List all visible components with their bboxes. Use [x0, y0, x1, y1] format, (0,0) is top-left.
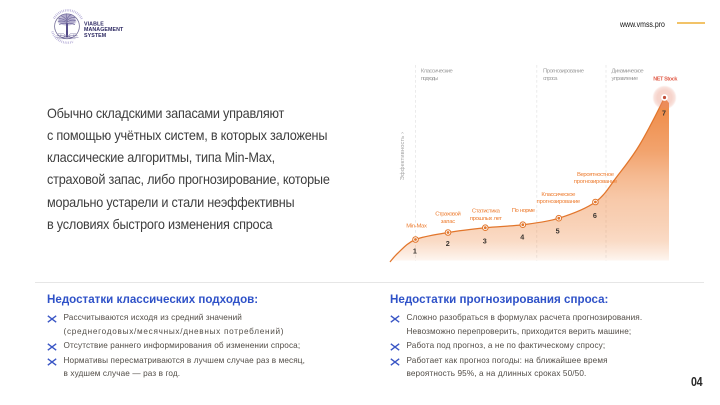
svg-text:управление: управление — [612, 76, 639, 82]
svg-text:Классическое: Классическое — [541, 192, 576, 198]
svg-text:прошлых лет: прошлых лет — [470, 216, 502, 222]
svg-text:3: 3 — [483, 237, 487, 246]
svg-text:запас: запас — [441, 219, 456, 225]
svg-text:1: 1 — [413, 246, 417, 255]
svg-text:2: 2 — [446, 239, 450, 248]
svg-text:VIABLE: VIABLE — [84, 21, 104, 27]
svg-text:6: 6 — [593, 211, 597, 220]
svg-text:Статистика: Статистика — [472, 209, 501, 215]
svg-text:SYSTEM: SYSTEM — [84, 33, 107, 39]
svg-text:5: 5 — [556, 227, 560, 236]
svg-text:Прогнозирование: Прогнозирование — [543, 68, 585, 74]
svg-text:MANAGEMENT: MANAGEMENT — [84, 27, 124, 33]
svg-text:Страховой: Страховой — [435, 210, 461, 217]
svg-text:4: 4 — [520, 233, 524, 242]
svg-text:спроса: спроса — [543, 76, 558, 82]
svg-text:Динамическое: Динамическое — [612, 68, 645, 74]
svg-text:NET Stock: NET Stock — [653, 76, 678, 82]
svg-text:прогнозирование: прогнозирование — [537, 199, 581, 205]
svg-text:подходы: подходы — [421, 76, 439, 82]
svg-text:Вероятностное: Вероятностное — [577, 172, 615, 178]
svg-text:прогнозирование: прогнозирование — [574, 179, 618, 185]
svg-text:Min-Max: Min-Max — [406, 224, 427, 230]
svg-text:7: 7 — [662, 108, 666, 117]
svg-text:По норме: По норме — [512, 208, 536, 214]
svg-text:Классические: Классические — [421, 68, 454, 74]
